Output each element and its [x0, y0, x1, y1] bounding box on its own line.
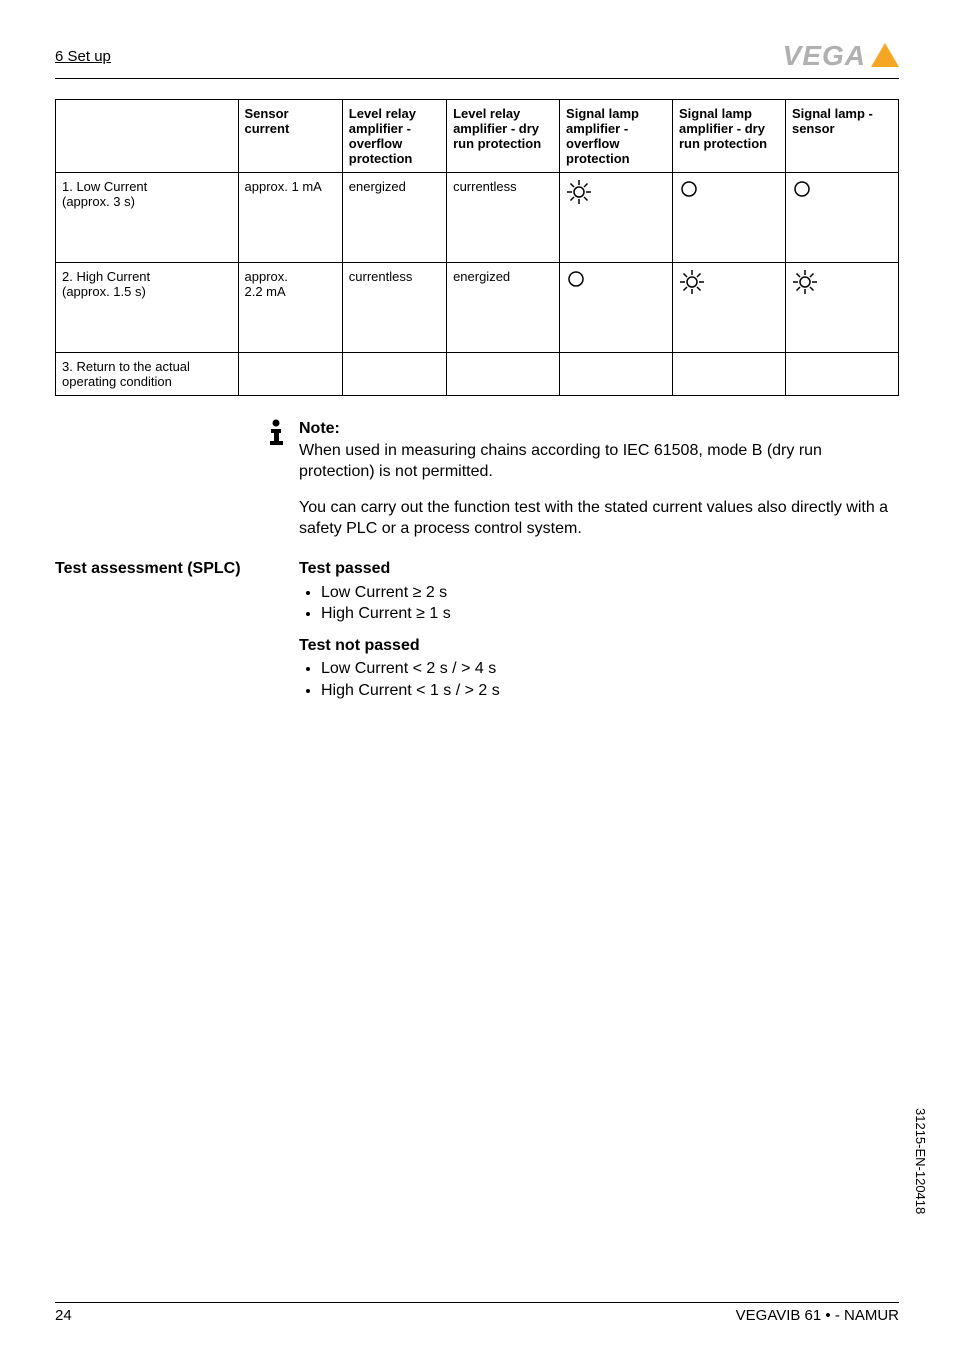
- row-lamp-overflow: [560, 353, 673, 396]
- th-relay-overflow: Level relay amplifier - overflow protect…: [342, 100, 446, 173]
- passed-list: Low Current ≥ 2 sHigh Current ≥ 1 s: [299, 582, 500, 625]
- th-relay-dry: Level relay amplifier - dry run protecti…: [447, 100, 560, 173]
- row-lamp-dry: [673, 263, 786, 353]
- list-item: High Current < 1 s / > 2 s: [321, 680, 500, 702]
- note-title: Note:: [299, 420, 340, 437]
- row-lamp-sensor: [785, 263, 898, 353]
- th-sensor: Sensor current: [238, 100, 342, 173]
- row-relay-overflow: [342, 353, 446, 396]
- vega-logo: VEGA: [783, 40, 899, 72]
- table-header-row: Sensor current Level relay amplifier - o…: [56, 100, 899, 173]
- note-text: Note: When used in measuring chains acco…: [299, 418, 899, 483]
- row-label: 2. High Current (approx. 1.5 s): [56, 263, 239, 353]
- row-relay-overflow: energized: [342, 173, 446, 263]
- th-lamp-overflow: Signal lamp amplifier - overflow protect…: [560, 100, 673, 173]
- row-lamp-dry: [673, 173, 786, 263]
- assessment-content: Test passed Low Current ≥ 2 sHigh Curren…: [299, 558, 500, 712]
- row-sensor: [238, 353, 342, 396]
- list-item: Low Current ≥ 2 s: [321, 582, 500, 604]
- row-lamp-sensor: [785, 173, 898, 263]
- th-lamp-dry: Signal lamp amplifier - dry run protecti…: [673, 100, 786, 173]
- note-block: Note: When used in measuring chains acco…: [265, 418, 899, 483]
- logo-triangle-icon: [871, 43, 899, 67]
- th-lamp-sensor: Signal lamp - sensor: [785, 100, 898, 173]
- logo-text: VEGA: [783, 40, 866, 72]
- row-sensor: approx. 2.2 mA: [238, 263, 342, 353]
- test-passed-title: Test passed: [299, 560, 390, 577]
- test-not-passed-title: Test not passed: [299, 637, 420, 654]
- row-lamp-overflow: [560, 263, 673, 353]
- row-label: 3. Return to the actual operating condit…: [56, 353, 239, 396]
- row-relay-dry: currentless: [447, 173, 560, 263]
- row-relay-dry: [447, 353, 560, 396]
- table-row: 2. High Current (approx. 1.5 s)approx. 2…: [56, 263, 899, 353]
- paragraph-function-test: You can carry out the function test with…: [299, 497, 899, 540]
- signal-table: Sensor current Level relay amplifier - o…: [55, 99, 899, 396]
- section-title: 6 Set up: [55, 48, 111, 65]
- not-passed-list: Low Current < 2 s / > 4 sHigh Current < …: [299, 658, 500, 701]
- row-relay-overflow: currentless: [342, 263, 446, 353]
- list-item: Low Current < 2 s / > 4 s: [321, 658, 500, 680]
- info-icon: [265, 418, 287, 483]
- row-lamp-sensor: [785, 353, 898, 396]
- row-sensor: approx. 1 mA: [238, 173, 342, 263]
- doc-code-vertical: 31215-EN-120418: [913, 1108, 928, 1214]
- th-blank: [56, 100, 239, 173]
- page-number: 24: [55, 1307, 72, 1324]
- row-lamp-dry: [673, 353, 786, 396]
- note-body: When used in measuring chains according …: [299, 442, 822, 481]
- page-footer: 24 VEGAVIB 61 • - NAMUR: [55, 1302, 899, 1324]
- page-header: 6 Set up VEGA: [55, 40, 899, 79]
- table-row: 1. Low Current (approx. 3 s)approx. 1 mA…: [56, 173, 899, 263]
- row-relay-dry: energized: [447, 263, 560, 353]
- product-name: VEGAVIB 61 • - NAMUR: [736, 1307, 899, 1324]
- assessment-label: Test assessment (SPLC): [55, 558, 279, 712]
- row-label: 1. Low Current (approx. 3 s): [56, 173, 239, 263]
- list-item: High Current ≥ 1 s: [321, 603, 500, 625]
- row-lamp-overflow: [560, 173, 673, 263]
- assessment-section: Test assessment (SPLC) Test passed Low C…: [55, 558, 899, 712]
- table-row: 3. Return to the actual operating condit…: [56, 353, 899, 396]
